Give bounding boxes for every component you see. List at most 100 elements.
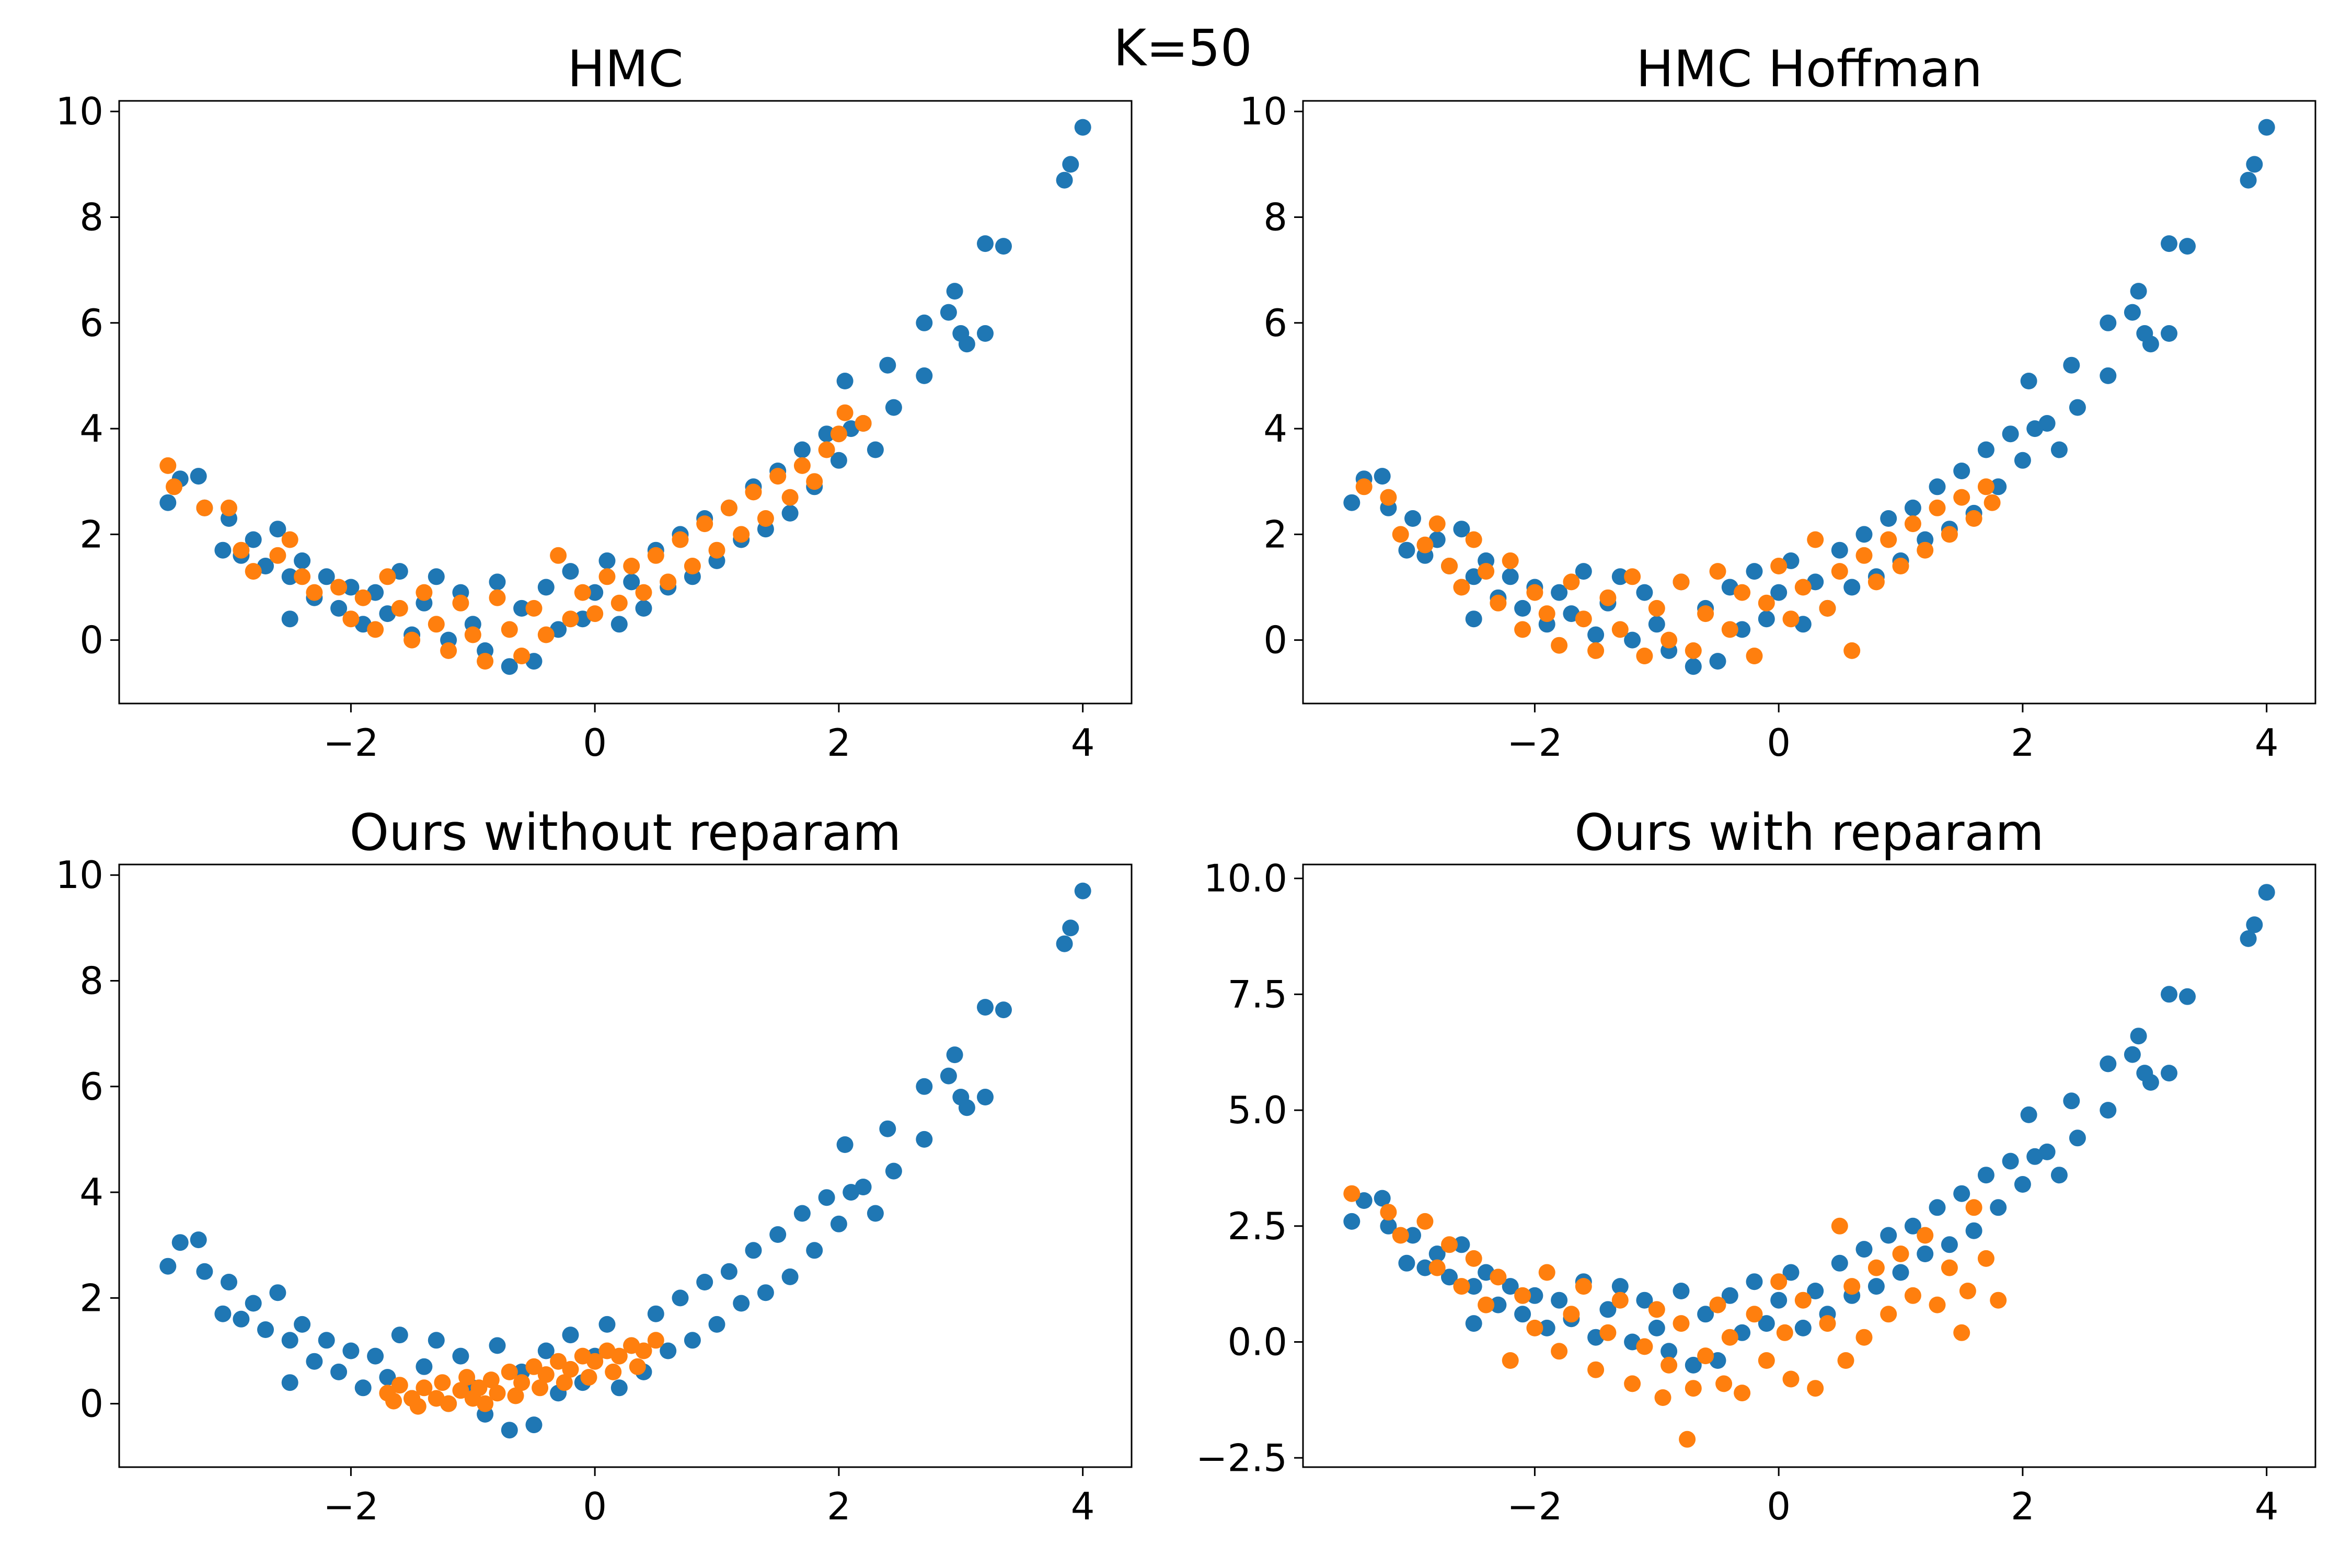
subplot-2: HMC Hoffman −2 0 2 4 0 2 4 6 8 10 [1239,40,2316,765]
scatter-point [1904,499,1921,516]
scatter-point [1441,558,1458,574]
scatter-point [525,1358,543,1375]
scatter-point [1758,1352,1775,1369]
scatter-point [598,552,616,569]
scatter-point [409,1398,426,1415]
x-tick-label: 4 [2255,721,2279,765]
scatter-point [867,1205,884,1222]
scatter-point [1831,1254,1848,1272]
scatter-point [733,526,750,543]
scatter-point [916,367,933,384]
scatter-point [532,1379,549,1397]
figure-suptitle: K=50 [1113,19,1252,77]
scatter-point [2246,916,2263,933]
scatter-point [885,399,902,416]
scatter-point [214,541,232,559]
scatter-point [1062,156,1079,173]
x-tick-label: 4 [2255,1484,2279,1528]
scatter-point [525,599,543,617]
scatter-point [1478,563,1495,580]
scatter-point [940,1067,957,1085]
scatter-point [1355,478,1373,495]
scatter-point [623,558,640,574]
scatter-point [708,1316,725,1333]
scatter-point [2161,325,2177,342]
scatter-point [1563,573,1580,591]
scatter-point [501,621,518,638]
axes-frame [118,863,1133,1468]
scatter-point [836,373,854,389]
scatter-point [2258,884,2275,901]
x-tick-label: −2 [1507,721,1562,765]
scatter-point [294,568,311,585]
scatter-point [1490,1296,1507,1313]
scatter-point [1929,499,1946,516]
scatter-point [940,304,957,321]
scatter-point [574,584,591,601]
scatter-point [1587,626,1605,643]
scatter-point [647,1332,664,1349]
scatter-point [1953,1324,1970,1341]
scatter-point [1855,547,1873,564]
scatter-point [806,473,823,490]
scatter-point [1819,1315,1836,1332]
scatter-point [1563,1306,1580,1323]
scatter-point [2258,119,2275,136]
scatter-point [610,1347,628,1365]
scatter-point [489,589,506,606]
scatter-point [489,1385,506,1402]
y-tick-label: 6 [79,1065,103,1109]
scatter-point [1843,1278,1861,1295]
scatter-point [2069,399,2086,416]
scatter-point [257,1321,274,1338]
scatter-point [1428,515,1446,533]
scatter-point [1843,642,1861,659]
scatter-point [830,425,847,443]
scatter-point [1465,531,1482,548]
scatter-point [1380,489,1397,506]
scatter-point [281,1332,298,1349]
scatter-point [1880,531,1897,548]
scatter-point [159,457,177,474]
scatter-point [586,1353,604,1370]
scatter-point [1917,1246,1934,1262]
scatter-point [367,621,384,638]
scatter-point [1721,1329,1738,1346]
scatter-point [330,599,348,617]
scatter-point [916,1078,933,1095]
scatter-point [1343,1185,1361,1202]
scatter-point [2100,1055,2117,1073]
scatter-point [1831,563,1848,580]
scatter-point [946,283,963,300]
scatter-point [605,1363,622,1380]
scatter-point [757,1284,774,1301]
scatter-point [1661,631,1678,649]
scatter-point [757,510,774,527]
scatter-point [1782,1370,1800,1388]
scatter-point [501,1422,518,1439]
scatter-point [221,499,237,516]
scatter-point [1867,1259,1885,1276]
scatter-point [1904,515,1921,533]
scatter-point [1074,119,1091,136]
x-tick-label: 0 [583,721,607,765]
scatter-point [1611,621,1629,638]
scatter-point [190,468,207,485]
scatter-point [1770,558,1788,574]
y-tick-label: −2.5 [1196,1436,1287,1480]
scatter-point [354,589,372,606]
scatter-point [1514,1306,1531,1323]
series-method-points [159,404,872,670]
scatter-point [958,1099,975,1116]
scatter-point [2240,171,2257,189]
scatter-point [1917,541,1934,559]
scatter-point [867,441,884,458]
scatter-point [2142,336,2159,353]
scatter-point [855,415,872,432]
scatter-point [537,1366,555,1383]
y-tick-label: 8 [79,195,103,239]
scatter-point [1941,526,1958,543]
scatter-point [586,584,604,601]
scatter-point [1453,521,1470,538]
y-tick-label: 10 [55,853,103,897]
